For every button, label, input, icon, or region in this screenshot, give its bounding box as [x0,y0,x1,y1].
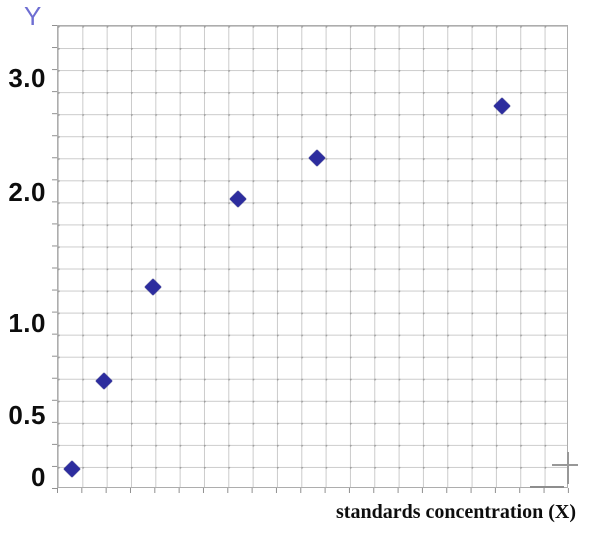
y-tick-label: 3.0 [8,63,46,93]
y-tick-label: 1.0 [8,308,46,338]
crosshair-mark-vertical [567,452,569,484]
y-axis-ticks [52,25,57,489]
y-tick-label: 0 [31,462,46,492]
y-axis-title: Y [24,1,42,31]
y-tick-label: 2.0 [8,177,46,207]
plot-area [57,25,568,488]
x-axis-title: standards concentration (X) [336,501,576,523]
crosshair-mark-horizontal [552,464,578,466]
y-tick-label: 0.5 [8,400,46,430]
x-axis-ticks [57,488,569,493]
selection-handle-mark [530,486,564,488]
